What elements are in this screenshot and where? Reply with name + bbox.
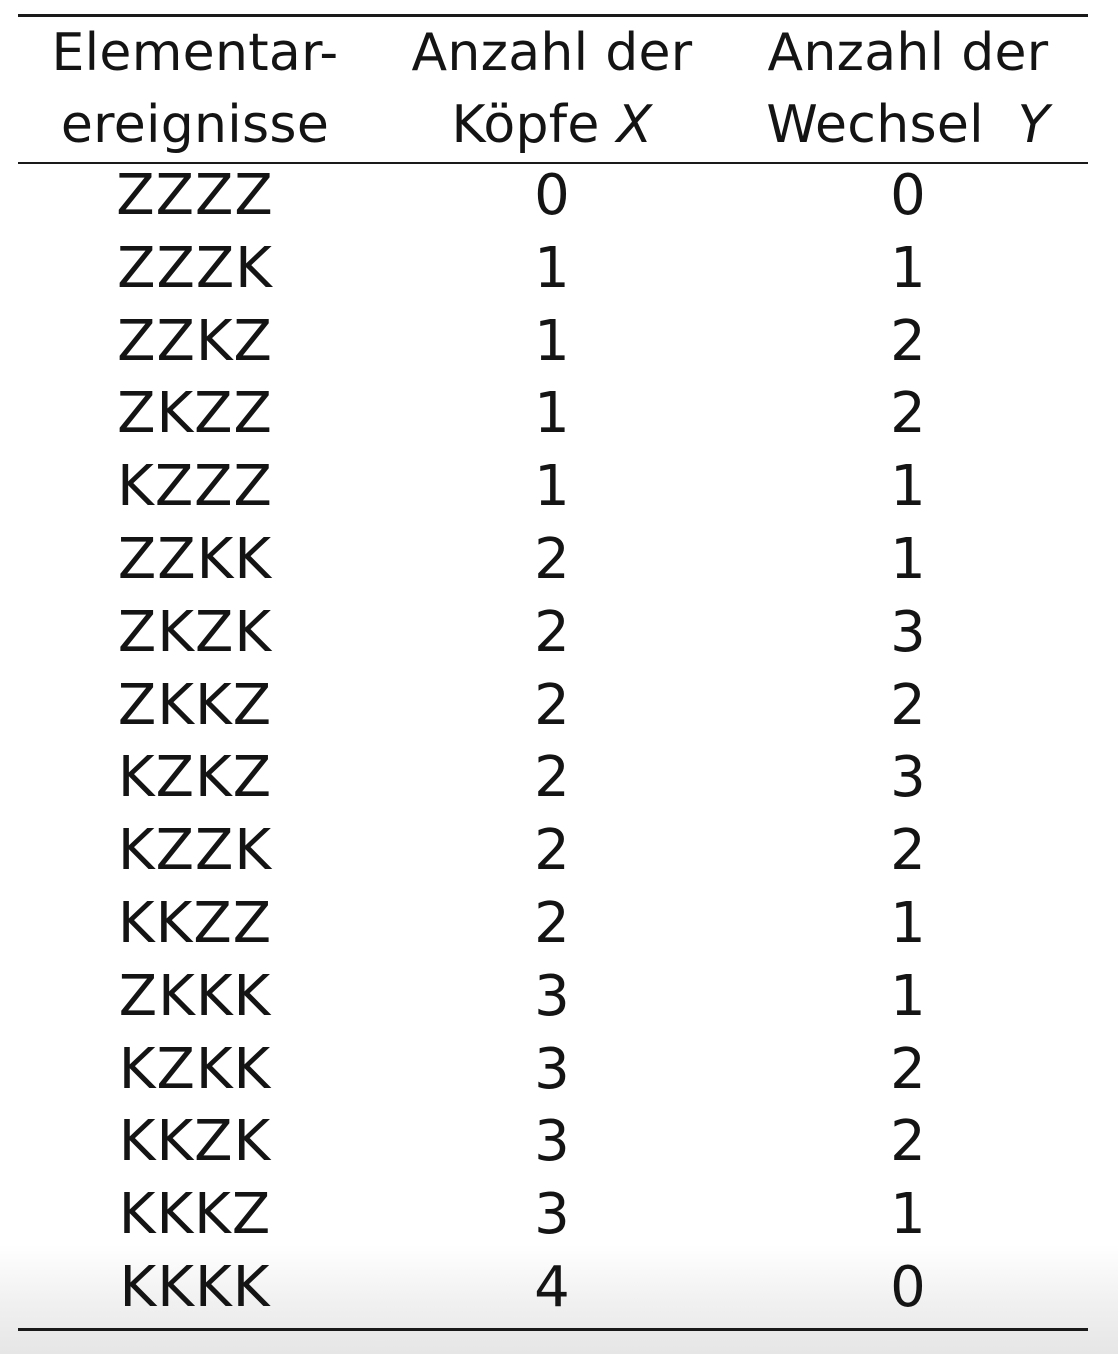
table-row: KKZZ 2 1 <box>0 888 1118 961</box>
cell-event: ZKZZ <box>117 381 273 447</box>
cell-wechsel: 2 <box>890 1036 926 1102</box>
cell-wechsel: 1 <box>890 1182 926 1248</box>
cell-wechsel: 1 <box>890 454 926 520</box>
header-line2-wrap: Köpfe X <box>362 89 742 161</box>
cell-koepfe: 3 <box>534 1182 570 1248</box>
cell-wechsel: 1 <box>890 235 926 301</box>
table-row: KKZK 3 2 <box>0 1106 1118 1179</box>
cell-event: KKZZ <box>117 890 273 956</box>
header-anzahl-koepfe: Anzahl der Köpfe X <box>362 17 742 161</box>
cell-wechsel: 3 <box>890 745 926 811</box>
cell-koepfe: 2 <box>534 526 570 592</box>
cell-event: ZKZK <box>117 599 273 665</box>
cell-koepfe: 1 <box>534 308 570 374</box>
cell-event: KKZK <box>118 1109 272 1175</box>
cell-koepfe: 1 <box>534 235 570 301</box>
cell-wechsel: 0 <box>890 163 926 228</box>
cell-koepfe: 1 <box>534 381 570 447</box>
cell-wechsel: 1 <box>890 890 926 956</box>
cell-event: ZKKZ <box>117 672 273 738</box>
cell-wechsel: 1 <box>890 526 926 592</box>
cell-event: ZZZZ <box>116 163 274 228</box>
cell-wechsel: 2 <box>890 818 926 884</box>
table-row: ZZKZ 1 2 <box>0 306 1118 379</box>
cell-koepfe: 2 <box>534 890 570 956</box>
table-header: Elementar- ereignisse Anzahl der Köpfe X… <box>0 17 1118 162</box>
table-row: KZKZ 2 3 <box>0 742 1118 815</box>
cell-event: KZKZ <box>117 745 273 811</box>
cell-event: ZZZK <box>117 235 273 301</box>
cell-wechsel: 2 <box>890 381 926 447</box>
header-line2: ereignisse <box>60 95 330 155</box>
header-anzahl-wechsel: Anzahl der Wechsel Y <box>718 17 1098 161</box>
variable-y: Y <box>1017 95 1050 155</box>
table-row: KZZK 2 2 <box>0 815 1118 888</box>
header-line1: Elementar- <box>51 23 339 83</box>
variable-x: X <box>616 95 653 155</box>
cell-koepfe: 2 <box>534 672 570 738</box>
cell-event: KZZK <box>117 818 273 884</box>
cell-wechsel: 2 <box>890 308 926 374</box>
header-elementarereignisse: Elementar- ereignisse <box>5 17 385 161</box>
table-header-rule <box>18 162 1088 164</box>
cell-event: ZZKK <box>117 526 273 592</box>
table-top-rule <box>18 14 1088 17</box>
header-line2: Wechsel <box>766 95 984 155</box>
cell-koepfe: 4 <box>534 1254 570 1320</box>
table-row: ZZKK 2 1 <box>0 524 1118 597</box>
header-line1: Anzahl der <box>411 23 693 83</box>
cell-event: ZZKZ <box>117 308 273 374</box>
table-row: KKKZ 3 1 <box>0 1179 1118 1252</box>
cell-event: ZKKK <box>118 963 272 1029</box>
cell-wechsel: 0 <box>890 1254 926 1320</box>
table-body: ZZZZ 0 0 ZZZK 1 1 ZZKZ 1 2 ZKZZ 1 2 KZZZ 1 1 ZZKK 2… <box>0 160 1118 1325</box>
cell-koepfe: 3 <box>534 1036 570 1102</box>
cell-event: KKKZ <box>118 1182 272 1248</box>
cell-koepfe: 2 <box>534 818 570 884</box>
table-row: ZKZK 2 3 <box>0 597 1118 670</box>
cell-koepfe: 3 <box>534 1109 570 1175</box>
cell-koepfe: 2 <box>534 599 570 665</box>
table-row: ZZZZ 0 0 <box>0 160 1118 233</box>
table-bottom-rule <box>18 1328 1088 1331</box>
cell-wechsel: 1 <box>890 963 926 1029</box>
cell-koepfe: 1 <box>534 454 570 520</box>
cell-event: KZZZ <box>117 454 273 520</box>
cell-wechsel: 3 <box>890 599 926 665</box>
cell-koepfe: 2 <box>534 745 570 811</box>
table-row: KKKK 4 0 <box>0 1252 1118 1325</box>
cell-koepfe: 0 <box>534 163 570 228</box>
cell-koepfe: 3 <box>534 963 570 1029</box>
cell-wechsel: 2 <box>890 672 926 738</box>
table-row: KZKK 3 2 <box>0 1034 1118 1107</box>
cell-wechsel: 2 <box>890 1109 926 1175</box>
cell-event: KKKK <box>119 1254 271 1320</box>
header-line2-wrap: Wechsel Y <box>718 89 1098 161</box>
table-row: ZKKK 3 1 <box>0 961 1118 1034</box>
cell-event: KZKK <box>118 1036 272 1102</box>
header-line1: Anzahl der <box>767 23 1049 83</box>
table-row: KZZZ 1 1 <box>0 451 1118 524</box>
table-row: ZZZK 1 1 <box>0 233 1118 306</box>
table-row: ZKKZ 2 2 <box>0 670 1118 743</box>
header-line2: Köpfe <box>451 95 600 155</box>
table-row: ZKZZ 1 2 <box>0 378 1118 451</box>
